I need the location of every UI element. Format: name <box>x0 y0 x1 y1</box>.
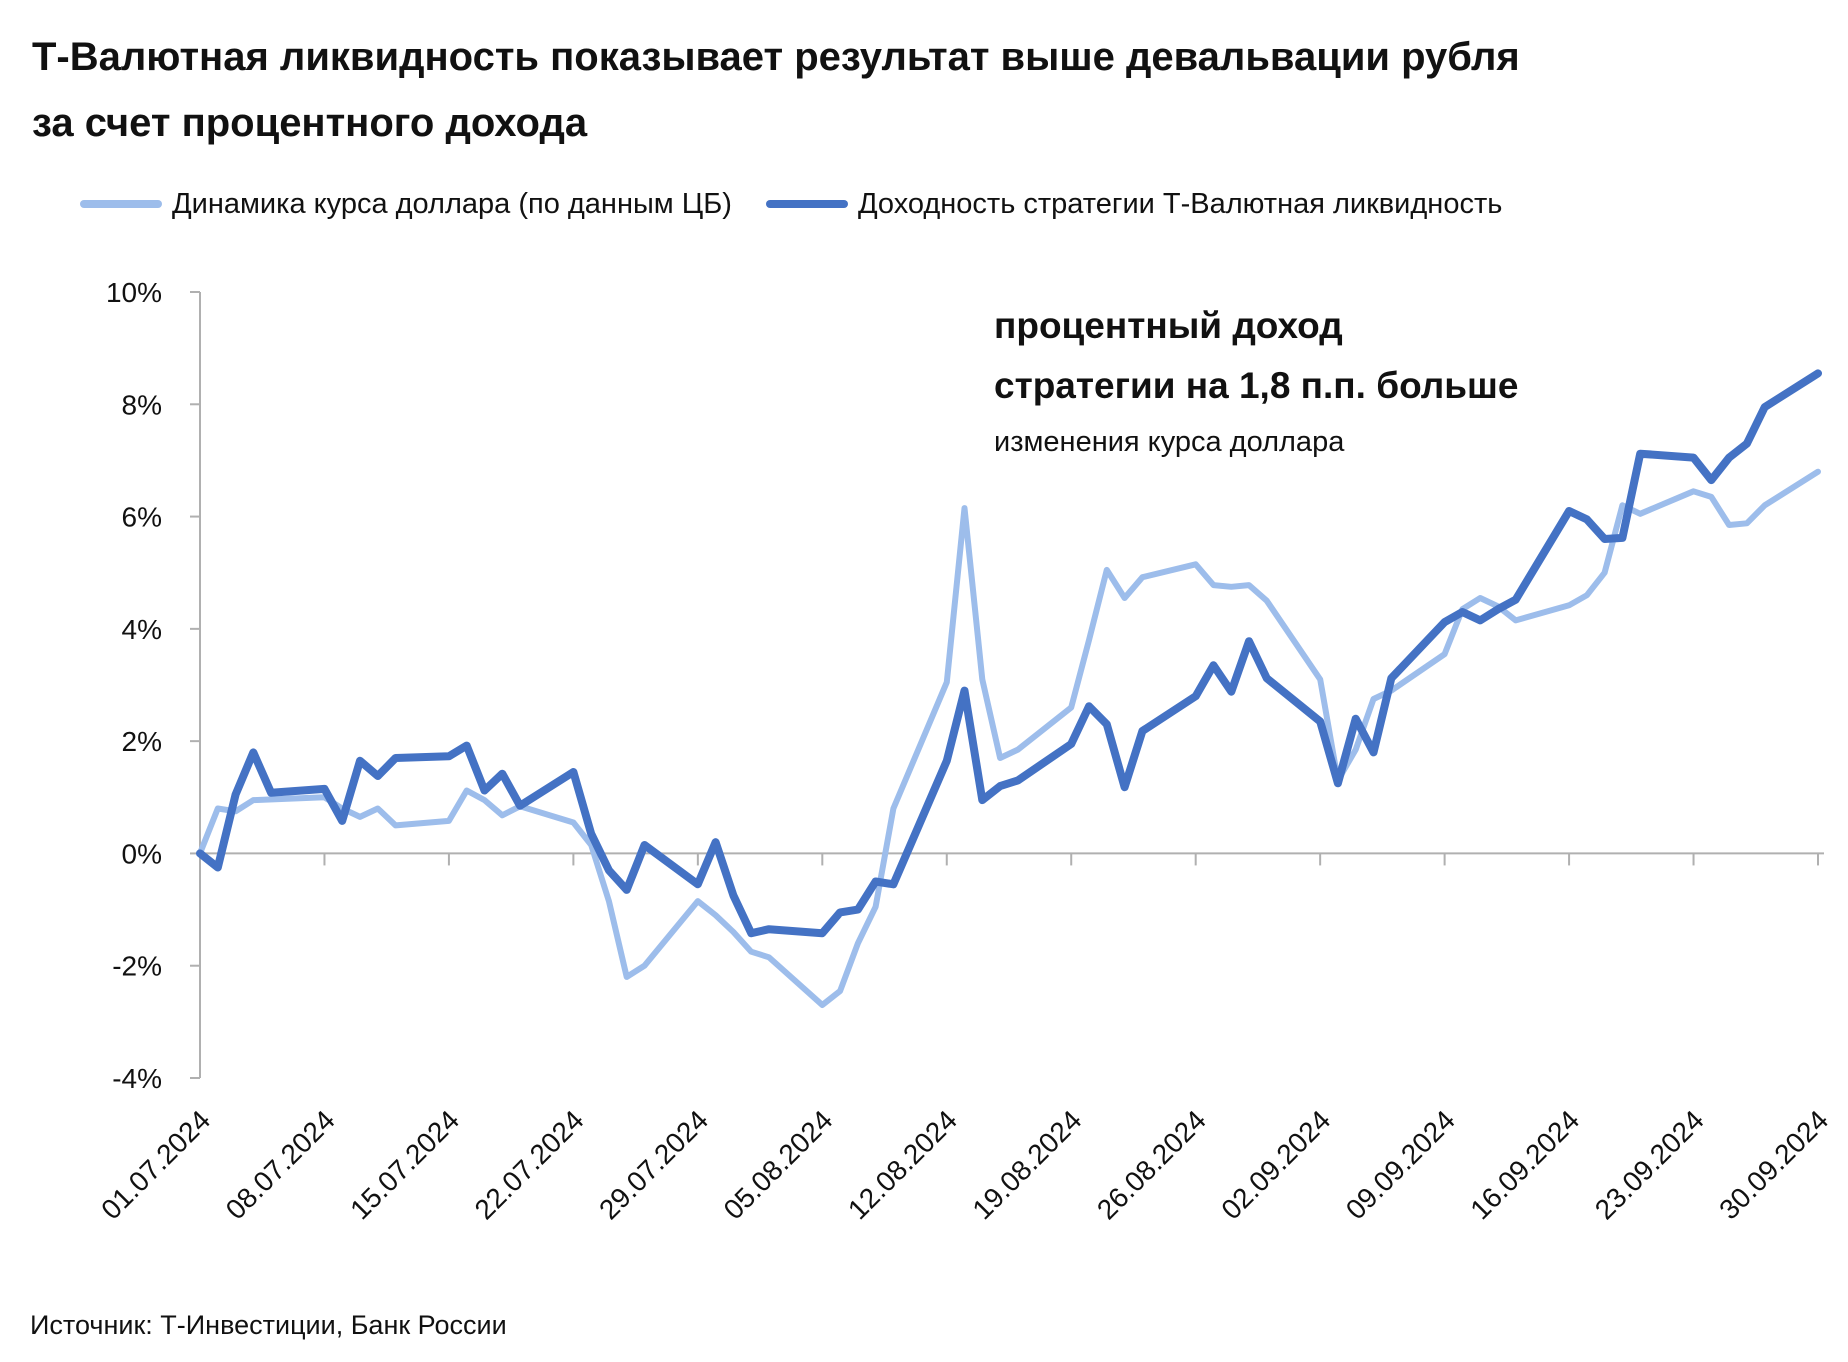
x-tick-label: 30.09.2024 <box>1713 1104 1834 1225</box>
x-tick-label: 16.09.2024 <box>1464 1104 1585 1225</box>
legend-swatch-strategy <box>765 200 848 208</box>
legend-label-strategy: Доходность стратегии Т-Валютная ликвидно… <box>857 187 1503 220</box>
legend-swatch-usd-rate <box>80 200 162 208</box>
x-axis: 01.07.2024 08.07.2024 15.07.2024 22.07.2024… <box>95 852 1834 1225</box>
chart-title: Т-Валютная ликвидность показывает резуль… <box>32 24 1812 156</box>
series-layer <box>196 369 1822 1008</box>
x-tick-label: 02.09.2024 <box>1215 1104 1336 1225</box>
x-tick-label: 12.08.2024 <box>842 1104 963 1225</box>
y-tick-label: 8% <box>122 389 162 420</box>
y-tick-label: 4% <box>122 614 162 645</box>
series-line-strategy <box>196 369 1822 938</box>
y-axis: -4% -2% 0% 2% 4% 6% 8% 10% <box>106 277 201 1094</box>
source-note: Источник: Т-Инвестиции, Банк России <box>30 1310 507 1340</box>
legend-item-usd-rate: Динамика курса доллара (по данным ЦБ) <box>80 188 732 221</box>
annotation-line-2: стратегии на 1,8 п.п. больше <box>994 365 1519 406</box>
x-tick-label: 23.09.2024 <box>1589 1104 1710 1225</box>
x-tick-label: 01.07.2024 <box>95 1104 216 1225</box>
x-tick-label: 08.07.2024 <box>220 1104 341 1225</box>
x-tick-label: 26.08.2024 <box>1091 1104 1212 1225</box>
x-tick-label: 22.07.2024 <box>469 1104 590 1225</box>
legend-item-strategy: Доходность стратегии Т-Валютная ликвидно… <box>765 187 1503 221</box>
series-line-usd-rate <box>197 468 1821 1008</box>
y-tick-label: 2% <box>122 726 162 757</box>
x-tick-label: 19.08.2024 <box>966 1104 1087 1225</box>
y-tick-label: -4% <box>112 1063 162 1094</box>
y-tick-label: 0% <box>122 838 162 869</box>
x-tick-label: 15.07.2024 <box>344 1104 465 1225</box>
chart-annotation: процентный доход стратегии на 1,8 п.п. б… <box>994 296 1518 464</box>
x-tick-label: 09.09.2024 <box>1340 1104 1461 1225</box>
chart-legend: Динамика курса доллара (по данным ЦБ) До… <box>80 184 1536 224</box>
y-tick-label: -2% <box>112 951 162 982</box>
x-tick-label: 29.07.2024 <box>593 1104 714 1225</box>
legend-label-usd-rate: Динамика курса доллара (по данным ЦБ) <box>172 187 732 220</box>
annotation-line-1: процентный доход <box>994 305 1343 346</box>
x-tick-label: 05.08.2024 <box>718 1104 839 1225</box>
y-tick-label: 6% <box>122 502 162 533</box>
annotation-line-3: изменения курса доллара <box>994 426 1345 458</box>
chart-title-line-2: за счет процентного дохода <box>32 101 588 145</box>
chart-title-line-1: Т-Валютная ликвидность показывает резуль… <box>32 35 1520 79</box>
y-tick-label: 10% <box>106 277 162 308</box>
